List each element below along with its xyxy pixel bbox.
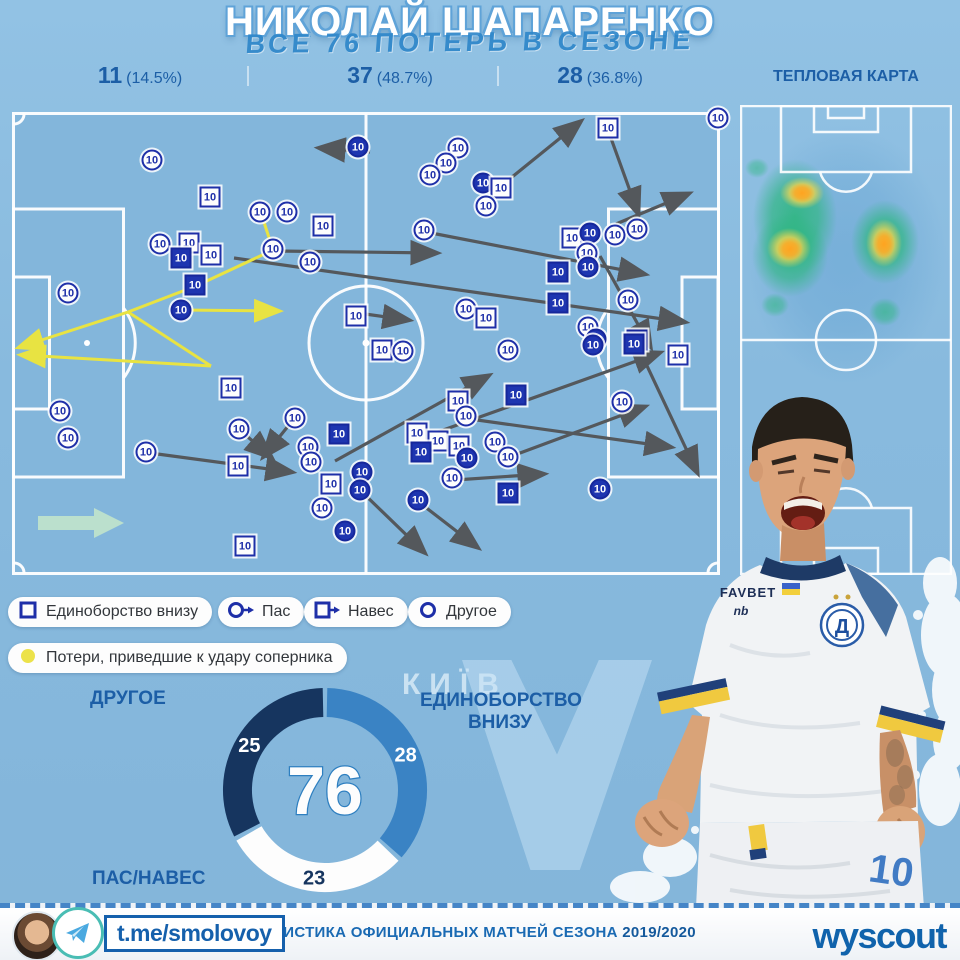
- heatmap-pitch: [740, 105, 952, 575]
- season: 2019/2020: [622, 924, 696, 941]
- zone-stat-right: 28 (36.8%): [557, 62, 643, 89]
- player-jersey: FAVBET nb Д: [688, 555, 930, 823]
- legend-shot-losses-label: Потери, приведшие к удару соперника: [46, 649, 333, 666]
- svg-text:10: 10: [866, 846, 916, 896]
- svg-text:FAVBET: FAVBET: [720, 585, 776, 600]
- zone-pct: (36.8%): [586, 70, 643, 87]
- heatmap-title: ТЕПЛОВАЯ КАРТА: [773, 68, 919, 85]
- legend-cross: Навес: [304, 597, 408, 627]
- circle-arrow-icon: [228, 600, 254, 625]
- legend-shot-losses: Потери, приведшие к удару соперника: [8, 643, 347, 673]
- wyscout-logo: wyscout: [812, 915, 947, 956]
- svg-text:76: 76: [287, 753, 363, 829]
- legend-pass-label: Пас: [262, 603, 291, 620]
- legend-cross-label: Навес: [348, 603, 394, 620]
- donut-chart: 28 23 25 76: [205, 672, 445, 908]
- page-title: НИКОЛАЙ ШАПАРЕНКО: [225, 0, 715, 44]
- heatmap-blobs: [745, 125, 946, 385]
- player-head: [749, 397, 855, 561]
- svg-text:23: 23: [303, 867, 325, 889]
- footer-caption: СТАТИСТИКА ОФИЦИАЛЬНЫХ МАТЧЕЙ СЕЗОНА 201…: [244, 924, 696, 941]
- telegram-icon: [52, 907, 104, 959]
- circle-icon: [418, 600, 438, 625]
- legend-other: Другое: [408, 597, 511, 627]
- zone-pct: (48.7%): [376, 70, 433, 87]
- svg-text:25: 25: [238, 735, 260, 757]
- stat-separator: [497, 66, 499, 86]
- grunge-splatter: [610, 557, 960, 904]
- legend-duel-label: Единоборство внизу: [46, 603, 199, 620]
- legend-pass: Пас: [218, 597, 305, 627]
- svg-text:28: 28: [394, 745, 416, 767]
- telegram-handle[interactable]: t.me/smolovoy: [104, 915, 285, 952]
- legend-other-label: Другое: [446, 603, 497, 620]
- donut-label-other: ДРУГОЕ: [90, 688, 166, 709]
- square-icon: [18, 600, 38, 625]
- svg-text:Д: Д: [835, 616, 849, 638]
- donut-label-pass: ПАС/НАВЕС: [92, 868, 206, 889]
- zone-pct: (14.5%): [126, 70, 183, 87]
- stat-separator: [247, 66, 249, 86]
- zone-stat-left: 11 (14.5%): [98, 62, 182, 89]
- zone-count: 28: [557, 62, 583, 88]
- player-photo: FAVBET nb Д 10: [610, 397, 960, 908]
- zone-stat-middle: 37 (48.7%): [347, 62, 433, 89]
- square-arrow-icon: [314, 600, 340, 625]
- legend-duel: Единоборство внизу: [8, 597, 213, 627]
- zone-count: 11: [97, 62, 123, 88]
- player-shorts: 10: [696, 821, 924, 908]
- svg-text:nb: nb: [734, 604, 749, 618]
- donut-label-duel: ЕДИНОБОРСТВО ВНИЗУ: [420, 690, 582, 733]
- attack-direction-arrow: [38, 508, 124, 538]
- zone-count: 37: [347, 62, 373, 88]
- telegram-handle-text: t.me/smolovoy: [117, 920, 272, 946]
- yellow-dot-icon: [18, 646, 38, 671]
